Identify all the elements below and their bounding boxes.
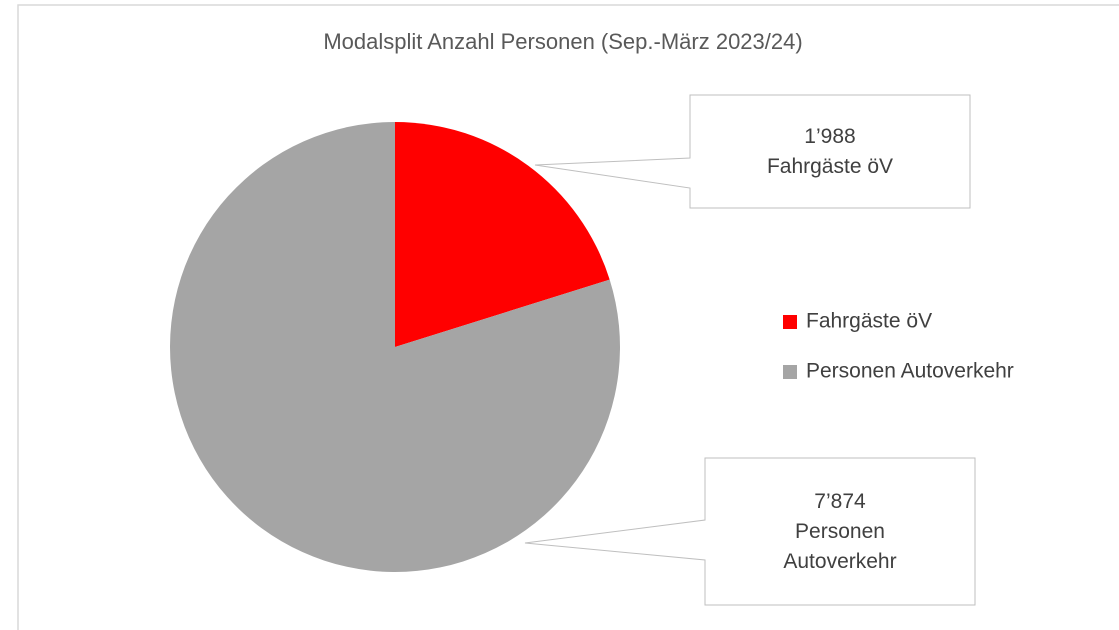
- data-label: 7’874 Personen Autoverkehr: [705, 458, 975, 605]
- legend-label: Fahrgäste öV: [806, 310, 932, 333]
- legend-swatch: [783, 365, 797, 379]
- chart-title: Modalsplit Anzahl Personen (Sep.-März 20…: [323, 29, 802, 54]
- category-label: Personen Autoverkehr: [783, 519, 897, 573]
- data-label: 1’988 Fahrgäste öV: [690, 95, 970, 208]
- pie-slice: [169, 122, 620, 572]
- legend-swatch: [783, 315, 797, 329]
- callout-box: [534, 94, 971, 209]
- legend-label: Personen Autoverkehr: [806, 360, 1014, 383]
- pie-slice: [395, 122, 610, 347]
- value-label: 1’988: [804, 124, 856, 148]
- callout-box: [524, 457, 976, 606]
- value-label: 7’874: [814, 489, 866, 513]
- category-label: Fahrgäste öV: [766, 154, 894, 178]
